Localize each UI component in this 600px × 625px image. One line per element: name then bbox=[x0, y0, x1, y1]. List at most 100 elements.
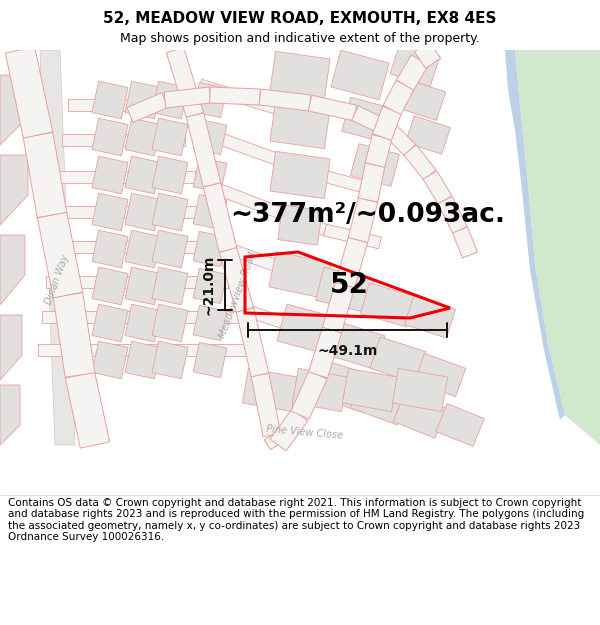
Polygon shape bbox=[193, 342, 227, 377]
Polygon shape bbox=[0, 385, 20, 445]
Polygon shape bbox=[127, 92, 168, 123]
Polygon shape bbox=[220, 248, 254, 312]
Polygon shape bbox=[393, 392, 447, 438]
Polygon shape bbox=[152, 341, 188, 379]
Polygon shape bbox=[152, 230, 188, 268]
Polygon shape bbox=[208, 129, 322, 181]
Polygon shape bbox=[236, 308, 269, 377]
Polygon shape bbox=[152, 118, 188, 156]
Polygon shape bbox=[92, 304, 128, 342]
Polygon shape bbox=[125, 268, 161, 305]
Polygon shape bbox=[370, 337, 426, 383]
Polygon shape bbox=[319, 169, 377, 196]
Polygon shape bbox=[398, 79, 446, 121]
Polygon shape bbox=[62, 134, 185, 146]
Polygon shape bbox=[50, 241, 215, 253]
Polygon shape bbox=[308, 327, 341, 378]
Polygon shape bbox=[291, 371, 327, 419]
Polygon shape bbox=[243, 304, 337, 346]
Polygon shape bbox=[152, 81, 188, 119]
Polygon shape bbox=[316, 268, 374, 312]
Text: 52: 52 bbox=[330, 271, 369, 299]
Polygon shape bbox=[92, 156, 128, 194]
Polygon shape bbox=[308, 95, 357, 121]
Polygon shape bbox=[335, 238, 368, 288]
Polygon shape bbox=[37, 212, 83, 298]
Polygon shape bbox=[0, 315, 22, 380]
Polygon shape bbox=[452, 227, 478, 258]
Polygon shape bbox=[505, 50, 565, 420]
Polygon shape bbox=[397, 55, 428, 90]
Polygon shape bbox=[414, 353, 466, 397]
Polygon shape bbox=[125, 193, 161, 231]
Polygon shape bbox=[352, 106, 394, 138]
Polygon shape bbox=[383, 81, 414, 114]
Text: Dinan Way: Dinan Way bbox=[43, 254, 71, 306]
Text: Contains OS data © Crown copyright and database right 2021. This information is : Contains OS data © Crown copyright and d… bbox=[8, 498, 584, 542]
Polygon shape bbox=[166, 48, 203, 118]
Polygon shape bbox=[350, 144, 400, 186]
Polygon shape bbox=[58, 171, 195, 183]
Polygon shape bbox=[193, 194, 227, 229]
Polygon shape bbox=[404, 145, 436, 180]
Polygon shape bbox=[65, 372, 110, 448]
Polygon shape bbox=[68, 99, 175, 111]
Polygon shape bbox=[193, 82, 227, 118]
Polygon shape bbox=[193, 268, 227, 304]
Text: ~49.1m: ~49.1m bbox=[317, 344, 377, 358]
Polygon shape bbox=[406, 116, 451, 154]
Polygon shape bbox=[53, 292, 95, 378]
Polygon shape bbox=[198, 79, 317, 126]
Polygon shape bbox=[277, 304, 343, 356]
Polygon shape bbox=[270, 51, 330, 99]
Text: ~377m²/~0.093ac.: ~377m²/~0.093ac. bbox=[230, 202, 505, 228]
Polygon shape bbox=[278, 205, 322, 245]
Polygon shape bbox=[348, 198, 378, 242]
Polygon shape bbox=[415, 42, 440, 68]
Polygon shape bbox=[385, 124, 416, 156]
Polygon shape bbox=[92, 118, 128, 156]
Text: Meadowview Road: Meadowview Road bbox=[218, 251, 259, 339]
Polygon shape bbox=[305, 357, 374, 412]
Polygon shape bbox=[152, 268, 188, 305]
Polygon shape bbox=[125, 341, 161, 379]
Polygon shape bbox=[164, 87, 211, 108]
Polygon shape bbox=[92, 193, 128, 231]
Polygon shape bbox=[203, 183, 237, 252]
Polygon shape bbox=[40, 50, 75, 445]
Text: Map shows position and indicative extent of the property.: Map shows position and indicative extent… bbox=[120, 32, 480, 45]
Polygon shape bbox=[269, 252, 331, 298]
Polygon shape bbox=[193, 231, 227, 267]
Polygon shape bbox=[404, 296, 455, 338]
Polygon shape bbox=[350, 375, 409, 425]
Polygon shape bbox=[438, 196, 467, 234]
Polygon shape bbox=[270, 151, 330, 199]
Polygon shape bbox=[325, 321, 385, 369]
Polygon shape bbox=[152, 304, 188, 342]
Text: 52, MEADOW VIEW ROAD, EXMOUTH, EX8 4ES: 52, MEADOW VIEW ROAD, EXMOUTH, EX8 4ES bbox=[103, 11, 497, 26]
Polygon shape bbox=[334, 334, 391, 356]
Polygon shape bbox=[186, 113, 221, 187]
Polygon shape bbox=[46, 276, 228, 288]
Polygon shape bbox=[358, 163, 385, 202]
Polygon shape bbox=[209, 87, 260, 105]
Polygon shape bbox=[259, 89, 311, 111]
Polygon shape bbox=[0, 75, 30, 145]
Polygon shape bbox=[251, 373, 281, 437]
Polygon shape bbox=[218, 184, 327, 236]
Polygon shape bbox=[361, 283, 415, 327]
Polygon shape bbox=[392, 368, 448, 412]
Polygon shape bbox=[92, 268, 128, 305]
Polygon shape bbox=[270, 101, 330, 149]
Polygon shape bbox=[54, 206, 205, 218]
Polygon shape bbox=[292, 368, 347, 412]
Polygon shape bbox=[193, 119, 227, 154]
Polygon shape bbox=[5, 47, 53, 138]
Polygon shape bbox=[125, 230, 161, 268]
Polygon shape bbox=[125, 118, 161, 156]
Polygon shape bbox=[193, 306, 227, 341]
Polygon shape bbox=[436, 404, 484, 446]
Polygon shape bbox=[323, 224, 382, 249]
Polygon shape bbox=[23, 132, 67, 218]
Text: ~21.0m: ~21.0m bbox=[201, 255, 215, 315]
